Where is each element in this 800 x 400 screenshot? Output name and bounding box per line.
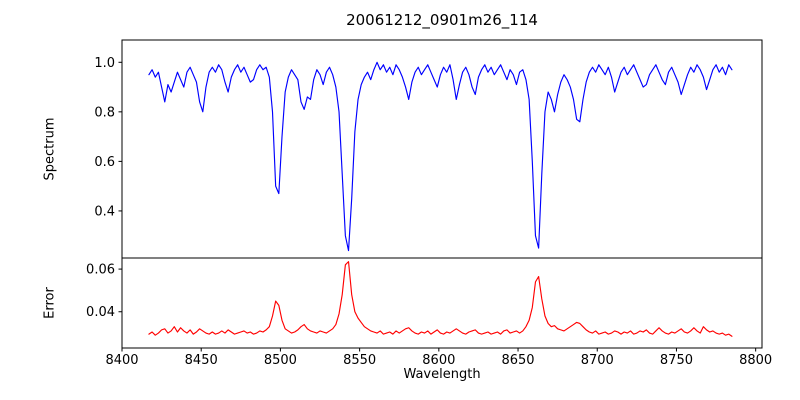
y-tick-label: 1.0 [94,56,115,71]
spectrum-line [148,61,733,252]
x-tick-label: 8750 [660,353,693,368]
x-tick-label: 8700 [581,353,614,368]
x-axis-label: Wavelength [403,367,481,382]
y-tick-label: 0.06 [86,263,115,278]
x-tick-label: 8800 [739,353,772,368]
x-tick-label: 8550 [343,353,376,368]
chart-title: 20061212_0901m26_114 [346,11,538,29]
x-tick-label: 8450 [185,353,218,368]
top-panel-border [121,39,763,259]
x-tick-label: 8500 [264,353,297,368]
y-tick-label: 0.8 [94,105,115,120]
y-tick-label: 0.6 [94,155,115,170]
y-axis-label-error: Error [42,287,58,319]
x-tick-label: 8400 [105,353,138,368]
y-axis-label-spectrum: Spectrum [42,117,58,181]
y-tick-label: 0.4 [94,204,115,219]
y-tick-label: 0.04 [86,305,115,320]
error-line [148,261,733,337]
x-tick-label: 8650 [501,353,534,368]
x-tick-label: 8600 [422,353,455,368]
bottom-panel-border [121,257,763,349]
